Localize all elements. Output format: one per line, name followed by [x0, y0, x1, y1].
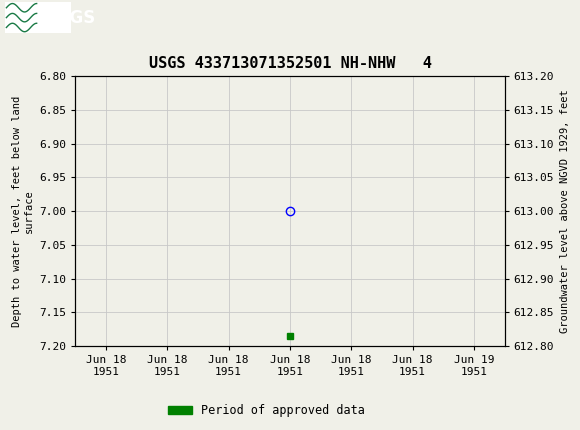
- Y-axis label: Groundwater level above NGVD 1929, feet: Groundwater level above NGVD 1929, feet: [560, 89, 570, 333]
- Bar: [5, 2, 71, 34]
- Legend: Period of approved data: Period of approved data: [164, 399, 370, 422]
- Title: USGS 433713071352501 NH-NHW   4: USGS 433713071352501 NH-NHW 4: [148, 56, 432, 71]
- Y-axis label: Depth to water level, feet below land
surface: Depth to water level, feet below land su…: [12, 95, 34, 327]
- Text: USGS: USGS: [45, 9, 96, 27]
